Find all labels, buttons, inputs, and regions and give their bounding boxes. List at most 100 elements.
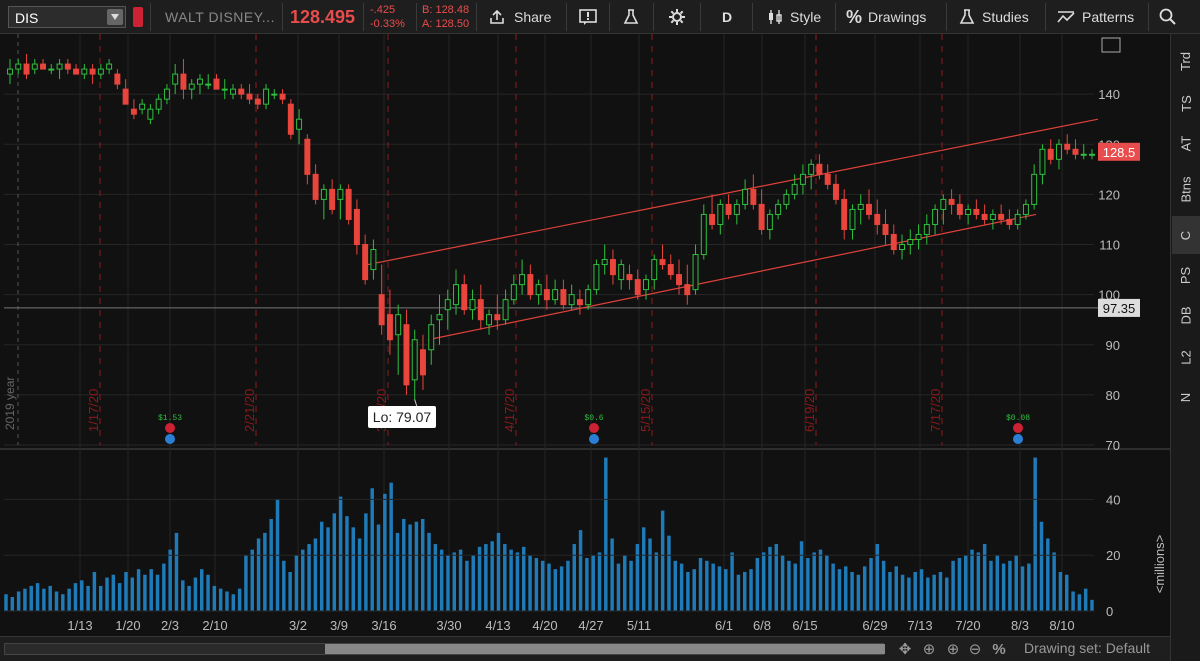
crosshair-icon[interactable]: ⊕ [922, 641, 936, 658]
volume-bar [667, 535, 671, 611]
volume-bar [850, 571, 854, 611]
candle-body [329, 188, 336, 210]
sidebar-tab-c[interactable]: C [1172, 216, 1200, 254]
volume-bar [888, 571, 892, 611]
symbol-dropdown-icon[interactable] [107, 9, 123, 25]
volume-bar [1008, 560, 1012, 611]
candle-body [948, 198, 955, 205]
settings-button[interactable] [668, 0, 686, 34]
volume-bar [80, 580, 84, 611]
alert-button[interactable] [578, 0, 598, 34]
chart-area[interactable]: 1401301201101009080702019 year1/17/202/2… [0, 34, 1170, 661]
zoom-in-icon[interactable]: ⊕ [946, 641, 960, 658]
search-icon [1159, 8, 1176, 25]
candle-body [163, 88, 170, 100]
x-tick-label: 3/2 [289, 618, 307, 633]
candle-body [1055, 143, 1062, 160]
sidebar-tab-btns[interactable]: Btns [1172, 170, 1200, 208]
volume-tick-label: 20 [1106, 548, 1120, 563]
sidebar-tab-at[interactable]: AT [1172, 124, 1200, 162]
x-tick-label: 6/8 [753, 618, 771, 633]
sidebar-tab-n[interactable]: N [1172, 378, 1200, 416]
toolbar: DIS WALT DISNEY... 128.495 -.425 -0.33% … [0, 0, 1200, 34]
candle-body [973, 208, 980, 215]
volume-bar [806, 558, 810, 611]
share-button[interactable]: Share [488, 0, 551, 34]
candle-body [618, 264, 625, 281]
last-price-label-bg [1098, 142, 1140, 161]
horizontal-scrollbar[interactable] [4, 643, 885, 655]
search-button[interactable] [1158, 0, 1178, 34]
candle-body [651, 259, 658, 281]
dividend-icon [165, 434, 175, 444]
candle-body [477, 299, 484, 321]
candle-body [271, 93, 278, 96]
ask-price: A: 128.50 [422, 18, 470, 30]
earnings-icon [165, 423, 175, 433]
volume-bar [635, 544, 640, 611]
candle-body [40, 63, 47, 70]
drawings-button[interactable]: % Drawings [846, 0, 926, 34]
separator [700, 3, 701, 31]
patterns-button[interactable]: Patterns [1056, 0, 1134, 34]
pan-icon[interactable]: ✥ [898, 641, 912, 658]
candle-body [453, 284, 459, 306]
candle-body [684, 284, 691, 296]
earnings-icon [1013, 423, 1023, 433]
drawing-set-label[interactable]: Drawing set: Default [1024, 640, 1151, 656]
channel-lower-line [427, 213, 1037, 341]
volume-bar [345, 516, 349, 611]
lab-button[interactable] [622, 0, 640, 34]
separator [416, 3, 417, 31]
zoom-out-icon[interactable]: ⊖ [968, 641, 982, 658]
style-button[interactable]: Style [766, 0, 821, 34]
volume-tick-label: 0 [1106, 604, 1113, 619]
share-label: Share [514, 9, 552, 25]
x-tick-label: 4/20 [532, 618, 557, 633]
dividend-icon [589, 434, 599, 444]
volume-bar [67, 588, 71, 611]
percent-scale-icon[interactable]: % [992, 641, 1006, 658]
sidebar-tab-db[interactable]: DB [1172, 296, 1200, 334]
candle-body [196, 78, 203, 85]
gear-icon [669, 9, 685, 25]
candle-body [320, 188, 327, 200]
studies-label: Studies [982, 9, 1029, 25]
event-marker-label: 6/19/20 [802, 389, 817, 432]
price-chart[interactable]: 1401301201101009080702019 year1/17/202/2… [0, 34, 1170, 636]
studies-button[interactable]: Studies [958, 0, 1029, 34]
volume-bar [989, 560, 993, 611]
low-label: Lo: 79.07 [373, 409, 432, 425]
volume-bar [1071, 591, 1075, 611]
flag-icon[interactable] [133, 7, 143, 27]
volume-bar [162, 563, 166, 611]
volume-bar [263, 532, 267, 611]
symbol-text: DIS [15, 10, 39, 26]
volume-bar [509, 549, 513, 611]
candle-body [64, 63, 71, 70]
timeframe-selector[interactable]: D [722, 9, 733, 25]
candle-body [758, 203, 765, 230]
sidebar-tab-ts[interactable]: TS [1172, 84, 1200, 122]
candle-body [31, 63, 38, 70]
scrollbar-thumb[interactable] [325, 644, 885, 654]
volume-bar [111, 574, 116, 611]
volume-bar [818, 549, 823, 611]
candle-body [742, 188, 749, 205]
candle-body [81, 68, 88, 75]
sidebar-tab-ps[interactable]: PS [1172, 256, 1200, 294]
sidebar-tab-l2[interactable]: L2 [1172, 338, 1200, 376]
dividend-label: $0.08 [1006, 414, 1030, 423]
volume-bar [528, 555, 532, 611]
candle-body [585, 289, 592, 306]
volume-bar [837, 569, 842, 611]
sidebar-tab-label: Btns [1178, 175, 1194, 203]
sidebar-tab-trd[interactable]: Trd [1172, 42, 1200, 80]
candle-body [155, 98, 162, 110]
symbol-input[interactable]: DIS [8, 6, 126, 28]
volume-bar [452, 552, 457, 611]
x-tick-label: 2/3 [161, 618, 179, 633]
candle-body [73, 68, 80, 75]
candle-body [725, 203, 732, 215]
volume-bar [926, 577, 930, 611]
